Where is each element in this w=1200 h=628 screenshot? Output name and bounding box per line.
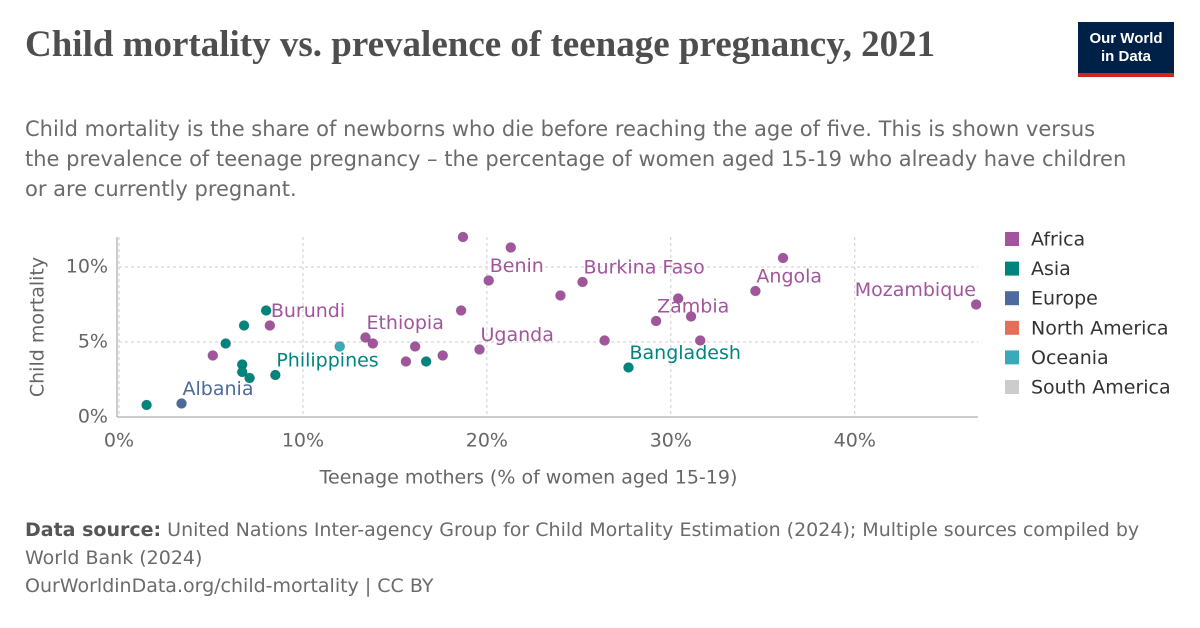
point-label: Ethiopia bbox=[366, 312, 443, 334]
point bbox=[236, 366, 248, 378]
point bbox=[270, 369, 281, 381]
point bbox=[455, 305, 467, 316]
point-label: Philippines bbox=[276, 350, 378, 372]
point bbox=[577, 276, 588, 288]
x-tick-label: 20% bbox=[466, 430, 508, 452]
point-label: Benin bbox=[490, 255, 544, 277]
point bbox=[457, 231, 469, 243]
point bbox=[409, 341, 421, 352]
point bbox=[483, 275, 495, 286]
legend-swatch bbox=[1005, 350, 1019, 365]
point bbox=[505, 242, 517, 253]
point bbox=[360, 332, 371, 343]
point bbox=[264, 320, 276, 331]
logo-line: Our World bbox=[1089, 30, 1163, 47]
legend-label: Africa bbox=[1031, 229, 1085, 251]
point-label: Burkina Faso bbox=[584, 257, 705, 279]
legend-label: Asia bbox=[1031, 258, 1071, 280]
point bbox=[400, 356, 412, 367]
point bbox=[238, 320, 250, 331]
legend-label: North America bbox=[1031, 317, 1169, 339]
point bbox=[672, 293, 684, 304]
point bbox=[420, 356, 432, 367]
legend-label: Europe bbox=[1031, 288, 1098, 310]
point-label: Burundi bbox=[271, 300, 345, 322]
point-label: Albania bbox=[183, 378, 254, 400]
point bbox=[970, 299, 982, 310]
chart-title: Child mortality vs. prevalence of teenag… bbox=[25, 24, 936, 65]
point bbox=[623, 362, 634, 373]
point bbox=[777, 252, 789, 264]
x-tick-label: 0% bbox=[104, 430, 134, 452]
point bbox=[334, 341, 346, 352]
chart: 0% 5% 10% 0% 10% 20% 30% 40% Teenage mothers (% … bbox=[27, 229, 1171, 489]
point bbox=[367, 338, 379, 349]
chart-subtitle: Child mortality is the share of newborns… bbox=[25, 117, 1127, 201]
point-label: Mozambique bbox=[855, 279, 976, 301]
footer-url[interactable]: OurWorldinData.org/child-mortality | CC … bbox=[25, 575, 434, 597]
y-tick-label: 0% bbox=[78, 406, 108, 428]
point bbox=[555, 290, 566, 301]
point bbox=[694, 335, 706, 346]
point-label: Angola bbox=[756, 266, 822, 288]
point bbox=[260, 305, 272, 316]
legend-swatch bbox=[1005, 232, 1019, 246]
legend-swatch bbox=[1005, 320, 1019, 335]
y-axis-label: Child mortality bbox=[27, 257, 49, 397]
legend-swatch bbox=[1005, 291, 1019, 306]
source: United Nations Inter-agency Group for Ch… bbox=[25, 519, 1140, 569]
footer: Data source: United Nations Inter-agency… bbox=[25, 516, 1145, 600]
logo[interactable]: Our World in Data bbox=[1078, 22, 1174, 77]
y-tick-label: 10% bbox=[66, 256, 108, 278]
point-label: Bangladesh bbox=[630, 342, 741, 364]
legend-swatch bbox=[1005, 261, 1019, 276]
x-axis-label: Teenage mothers (% of women aged 15-19) bbox=[319, 467, 738, 489]
point bbox=[599, 335, 610, 346]
logo-line: in Data bbox=[1100, 48, 1151, 65]
source-label: Data source: bbox=[25, 519, 162, 541]
point bbox=[474, 344, 485, 355]
point bbox=[141, 399, 152, 411]
point bbox=[650, 315, 662, 327]
x-tick-label: 30% bbox=[650, 430, 692, 452]
y-tick-label: 5% bbox=[78, 331, 108, 353]
legend-swatch bbox=[1005, 380, 1019, 394]
point bbox=[750, 285, 761, 297]
point bbox=[685, 311, 697, 322]
x-tick-label: 10% bbox=[282, 430, 324, 452]
point bbox=[244, 372, 255, 384]
point bbox=[437, 350, 449, 361]
point bbox=[207, 350, 219, 361]
legend-label: South America bbox=[1031, 377, 1171, 399]
point bbox=[176, 398, 187, 409]
x-tick-label: 40% bbox=[834, 430, 876, 452]
point-label: Zambia bbox=[657, 296, 729, 318]
point bbox=[220, 338, 231, 349]
legend-label: Oceania bbox=[1031, 347, 1109, 369]
point-label: Uganda bbox=[481, 324, 554, 346]
